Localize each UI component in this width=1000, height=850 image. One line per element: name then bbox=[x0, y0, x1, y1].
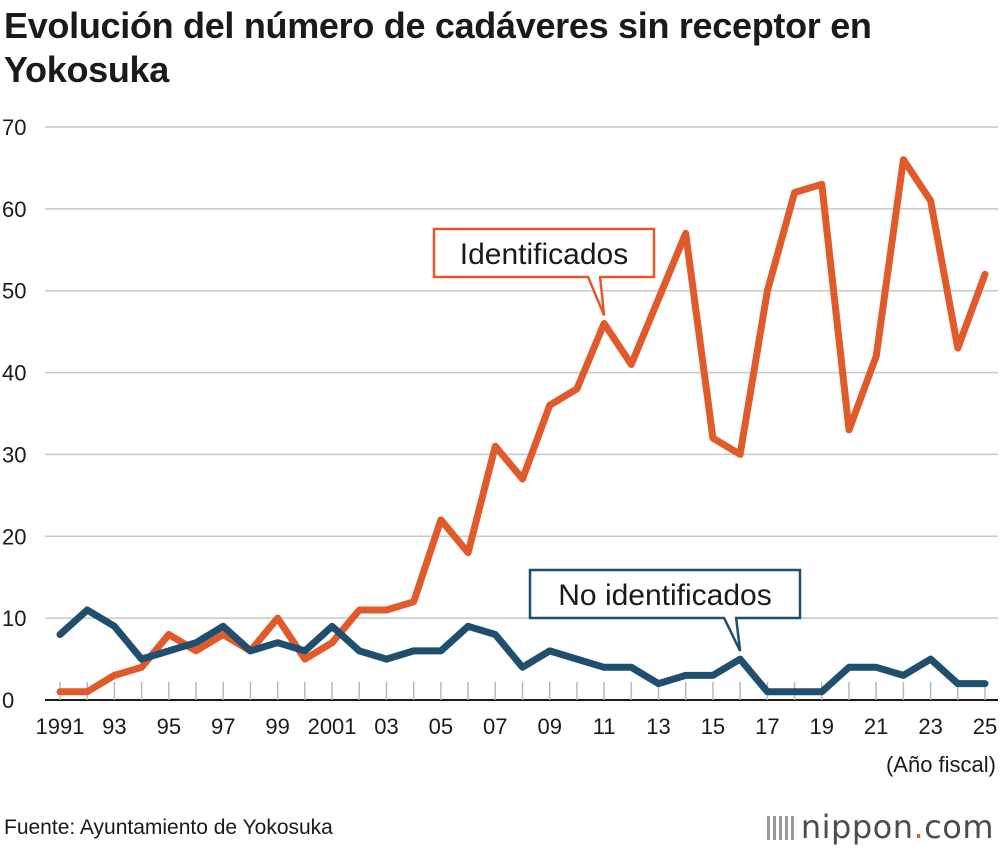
x-axis: 1991 93 95 97 99 2001 03 05 07 09 11 13 15 17 19 21 23 25 bbox=[36, 682, 998, 739]
x-tick-label-2009: 09 bbox=[537, 714, 561, 739]
logo-text: nippon bbox=[800, 808, 914, 846]
source-note: Fuente: Ayuntamiento de Yokosuka bbox=[4, 816, 333, 839]
logo-dot: . bbox=[913, 808, 925, 846]
logo-suffix: com bbox=[924, 808, 994, 846]
callout-box-no-identificados bbox=[528, 568, 802, 652]
series-label-no-identificados: No identificados bbox=[558, 579, 771, 612]
series-callouts: Identificados No identificados bbox=[432, 227, 802, 652]
x-tick-label-2007: 07 bbox=[483, 714, 507, 739]
series-line-identificados bbox=[56, 156, 989, 696]
chart-title: Evolución del número de cadáveres sin re… bbox=[4, 5, 872, 90]
nippon-logo: nippon.com bbox=[766, 808, 994, 846]
x-tick-label-2021: 21 bbox=[864, 714, 888, 739]
x-tick-label-2001: 2001 bbox=[308, 714, 357, 739]
y-tick-label-60: 60 bbox=[2, 197, 26, 222]
x-tick-label-1997: 97 bbox=[211, 714, 235, 739]
y-tick-label-20: 20 bbox=[2, 524, 26, 549]
logo-mark-icon bbox=[766, 816, 795, 840]
y-tick-label-50: 50 bbox=[2, 279, 26, 304]
grid-lines bbox=[45, 126, 998, 619]
x-tick-label-2025: 25 bbox=[973, 714, 997, 739]
x-tick-label-1993: 93 bbox=[102, 714, 126, 739]
x-axis-unit-label: (Año fiscal) bbox=[886, 752, 996, 777]
series-lines bbox=[56, 156, 989, 696]
y-tick-label-40: 40 bbox=[2, 361, 26, 386]
x-tick-label-2015: 15 bbox=[701, 714, 725, 739]
x-tick-label-2023: 23 bbox=[918, 714, 942, 739]
y-tick-label-30: 30 bbox=[2, 442, 26, 467]
y-tick-label-0: 0 bbox=[2, 688, 14, 713]
x-tick-label-2011: 11 bbox=[593, 714, 616, 739]
series-line-no-identificados bbox=[56, 606, 989, 696]
series-label-identificados: Identificados bbox=[460, 238, 628, 271]
x-tick-label-2019: 19 bbox=[810, 714, 834, 739]
x-tick-label-1999: 99 bbox=[265, 714, 289, 739]
x-tick-label-1995: 95 bbox=[157, 714, 181, 739]
x-tick-label-2003: 03 bbox=[374, 714, 398, 739]
y-tick-label-10: 10 bbox=[2, 606, 26, 631]
x-tick-label-2017: 17 bbox=[755, 714, 779, 739]
x-tick-label-2013: 13 bbox=[646, 714, 670, 739]
x-tick-label-1991: 1991 bbox=[36, 714, 85, 739]
y-tick-label-70: 70 bbox=[2, 115, 26, 140]
y-axis-tick-labels: 0 10 20 30 40 50 60 70 bbox=[2, 115, 26, 713]
callout-box-identificados bbox=[432, 227, 656, 316]
x-tick-label-2005: 05 bbox=[429, 714, 453, 739]
